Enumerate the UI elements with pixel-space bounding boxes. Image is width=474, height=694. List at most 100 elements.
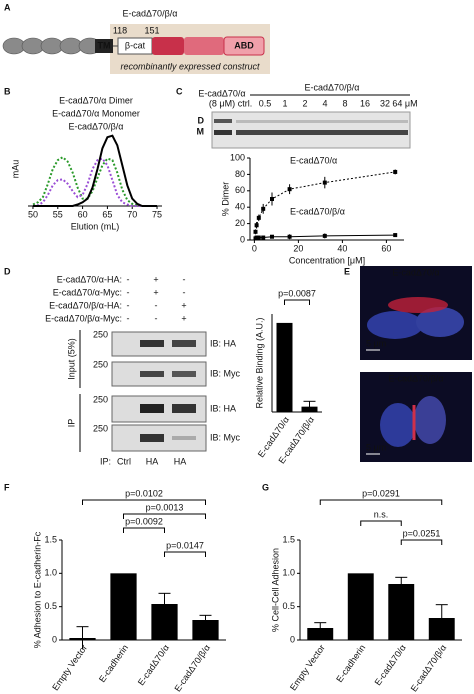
- gel-band: [236, 120, 408, 123]
- x-axis-label: Elution (mL): [71, 221, 120, 231]
- micrograph-title: E-cadΔ70/α: [392, 267, 439, 277]
- blot-label: IB: HA: [210, 338, 236, 348]
- gel-lane-label: 8: [342, 98, 347, 108]
- x-tick-label: E-cadΔ70/α: [373, 643, 408, 687]
- y-axis-label: % Cell-Cell Adhesion: [270, 548, 280, 632]
- ecad-signal: [388, 297, 448, 313]
- data-point: [322, 180, 327, 185]
- x-tick-label: 60: [381, 243, 391, 253]
- beta-cat-label: β-cat: [125, 40, 146, 50]
- bar: [307, 628, 334, 640]
- marker-label: 250: [93, 359, 108, 369]
- x-tick-label: Empty Vector: [50, 643, 89, 693]
- significance-bracket: [123, 527, 165, 533]
- condition-sign: +: [181, 300, 186, 310]
- y-axis-label: % Adhesion to E-cadherin-Fc: [32, 531, 42, 648]
- y-axis-label: mAu: [10, 160, 20, 179]
- microscopy: [360, 266, 472, 462]
- gel-lane-label: 64 μM: [392, 98, 417, 108]
- significance-bracket: [400, 539, 443, 545]
- x-tick-label: 40: [337, 243, 347, 253]
- nucleus: [414, 396, 446, 444]
- gel-lane-label: 1: [282, 98, 287, 108]
- condition-sign: -: [127, 300, 130, 310]
- tm-label: TM: [98, 40, 111, 50]
- y-tick-label: 60: [235, 185, 245, 195]
- significance-bracket: [284, 299, 310, 305]
- panel-label: C: [176, 86, 183, 96]
- x-tick-label: 50: [28, 209, 38, 219]
- condition-sign: +: [153, 274, 158, 284]
- blots: [79, 330, 207, 452]
- condition-label: E-cadΔ70/β/α-Myc:: [45, 313, 122, 323]
- blot-band: [140, 340, 164, 347]
- data-point: [261, 235, 266, 240]
- blot-label: IB: Myc: [210, 368, 241, 378]
- x-tick-label: 60: [78, 209, 88, 219]
- data-point: [256, 235, 261, 240]
- y-tick-label: 100: [230, 152, 245, 162]
- y-tick-label: 1.0: [44, 568, 57, 578]
- x-tick-label: 65: [102, 209, 112, 219]
- gel-lane-label: 2: [302, 98, 307, 108]
- tm-box: [95, 39, 113, 53]
- blot-band: [172, 404, 196, 413]
- significance-label: p=0.0092: [125, 516, 163, 526]
- panel-label: A: [4, 2, 11, 12]
- data-point: [393, 169, 398, 174]
- series-label: E-cadΔ70/β/α: [290, 206, 345, 216]
- significance-label: p=0.0147: [166, 540, 204, 550]
- significance-bracket: [164, 551, 206, 557]
- gel-reference-conc: (8 μM): [209, 98, 235, 108]
- gel-header: E-cadΔ70/β/α: [305, 82, 360, 92]
- y-tick-label: 1.5: [282, 534, 295, 544]
- significance-label: p=0.0102: [125, 488, 163, 498]
- legend-entry: E-cadΔ70/α Dimer: [59, 95, 133, 105]
- gel-reference: E-cadΔ70/α: [198, 88, 245, 98]
- marker-label: 250: [93, 423, 108, 433]
- x-tick-label: 20: [293, 243, 303, 253]
- marker-label: 250: [93, 394, 108, 404]
- condition-sign: -: [183, 287, 186, 297]
- y-tick-label: 20: [235, 218, 245, 228]
- group-label: IP: [66, 419, 76, 428]
- bar: [276, 322, 293, 412]
- significance-label: n.s.: [374, 509, 389, 519]
- y-tick-label: 0: [52, 634, 57, 644]
- data-point: [287, 187, 292, 192]
- gel-lane-label: 0.5: [259, 98, 272, 108]
- elution-curve: [32, 157, 157, 207]
- condition-sign: -: [155, 313, 158, 323]
- panel-label: D: [4, 266, 11, 276]
- condition-sign: -: [127, 287, 130, 297]
- legend-entry: E-cadΔ70/β/α: [69, 121, 124, 131]
- x-tick-label: Empty Vector: [288, 643, 327, 693]
- y-tick-label: 0: [290, 634, 295, 644]
- x-tick-label: 0: [252, 243, 257, 253]
- elution-curve: [33, 134, 157, 207]
- panel-label: G: [262, 482, 269, 492]
- data-point: [270, 197, 274, 201]
- x-tick-label: 70: [127, 209, 137, 219]
- panel-label: B: [4, 86, 11, 96]
- x-tick-label: E-cadΔ70/β/α: [172, 643, 212, 694]
- condition-label: E-cadΔ70/α-HA:: [57, 274, 122, 284]
- residue-label: 118: [113, 25, 127, 35]
- x-tick-label: E-cadΔ70/β/α: [409, 643, 449, 694]
- band-label: D: [198, 115, 205, 125]
- gel-lane-label: 32: [380, 98, 390, 108]
- condition-sign: +: [181, 313, 186, 323]
- condition-label: E-cadΔ70/β/α-HA:: [49, 300, 122, 310]
- gel-band: [214, 130, 232, 135]
- y-tick-label: 0: [240, 234, 245, 244]
- cadherin-domains: [2, 37, 102, 55]
- blot-label: IB: HA: [210, 403, 236, 413]
- abd-box: [223, 36, 265, 56]
- data-point: [261, 206, 266, 211]
- condition-sign: -: [183, 274, 186, 284]
- nucleus: [367, 311, 423, 339]
- significance-label: p=0.0087: [278, 288, 316, 298]
- y-tick-label: 0.5: [282, 601, 295, 611]
- y-tick-label: 80: [235, 169, 245, 179]
